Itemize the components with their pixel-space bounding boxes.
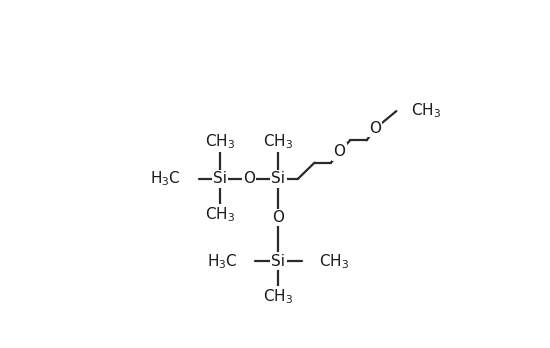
Text: CH$_3$: CH$_3$ — [320, 252, 350, 270]
Text: H$_3$C: H$_3$C — [207, 252, 238, 270]
Text: Si: Si — [272, 254, 285, 269]
Text: CH$_3$: CH$_3$ — [263, 133, 294, 151]
Text: CH$_3$: CH$_3$ — [205, 205, 235, 223]
Text: O: O — [333, 144, 345, 159]
Text: O: O — [369, 121, 381, 136]
Text: Si: Si — [213, 171, 227, 186]
Text: CH$_3$: CH$_3$ — [411, 102, 441, 120]
Text: H$_3$C: H$_3$C — [150, 169, 181, 188]
Text: CH$_3$: CH$_3$ — [263, 287, 294, 306]
Text: O: O — [243, 171, 255, 186]
Text: Si: Si — [272, 171, 285, 186]
Text: O: O — [272, 210, 284, 225]
Text: CH$_3$: CH$_3$ — [205, 133, 235, 151]
